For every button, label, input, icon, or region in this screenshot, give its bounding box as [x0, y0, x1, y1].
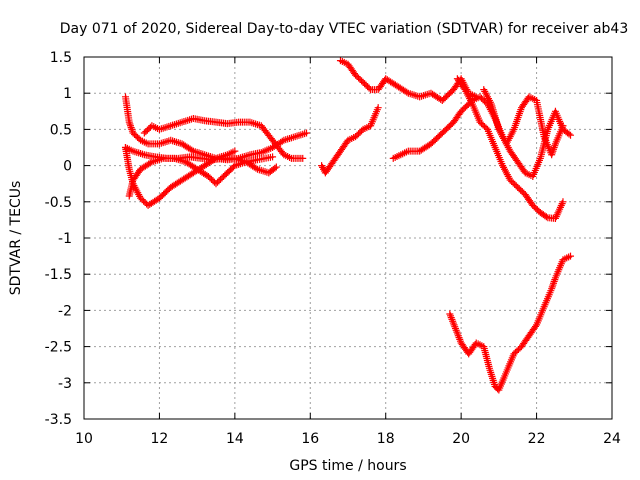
data-series — [121, 57, 575, 394]
y-tick-label: 0 — [63, 159, 72, 175]
y-tick-label: -2 — [58, 303, 72, 319]
series-arc-3 — [125, 153, 277, 200]
y-tick-label: 1.5 — [50, 50, 72, 66]
y-tick-label: -3 — [58, 376, 72, 392]
series-arc-11 — [446, 252, 575, 394]
data-point — [269, 153, 277, 161]
data-point — [567, 131, 575, 139]
x-tick-label: 20 — [452, 431, 470, 447]
y-axis-title: SDTVAR / TECUs — [8, 181, 24, 296]
series-arc-9 — [453, 75, 567, 222]
x-tick-label: 24 — [603, 431, 621, 447]
x-tick-label: 14 — [226, 431, 244, 447]
y-tick-label: -1 — [58, 231, 72, 247]
data-point — [271, 164, 279, 172]
series-arc-10 — [480, 86, 567, 159]
y-tick-label: 1 — [63, 86, 72, 102]
grid-lines — [84, 57, 612, 419]
data-point — [559, 198, 567, 206]
data-point — [559, 122, 567, 130]
data-point — [531, 322, 539, 330]
data-point — [231, 147, 239, 155]
x-tick-label: 10 — [75, 431, 93, 447]
y-tick-labels: -3.5 -3 -2.5 -2 -1.5 -1 -0.5 0 0.5 1 1.5 — [45, 50, 72, 428]
y-tick-label: -1.5 — [45, 267, 72, 283]
data-point — [374, 104, 382, 112]
x-tick-labels: 10 12 14 16 18 20 22 24 — [75, 431, 621, 447]
plot-frame — [83, 56, 613, 420]
x-tick-label: 12 — [151, 431, 169, 447]
y-tick-label: -0.5 — [45, 195, 72, 211]
x-tick-label: 18 — [377, 431, 395, 447]
x-tick-label: 16 — [301, 431, 319, 447]
series-arc-4 — [140, 115, 307, 162]
series-arc-6 — [318, 104, 382, 177]
axis-ticks — [83, 56, 613, 420]
data-point — [567, 252, 575, 260]
chart-title: Day 071 of 2020, Sidereal Day-to-day VTE… — [60, 21, 629, 37]
data-point — [303, 129, 311, 137]
data-point — [278, 137, 286, 145]
data-point — [252, 164, 260, 172]
data-point — [299, 154, 307, 162]
data-point — [272, 163, 280, 171]
y-tick-label: 0.5 — [50, 122, 72, 138]
y-tick-label: -3.5 — [45, 412, 72, 428]
x-axis-title: GPS time / hours — [289, 458, 406, 474]
data-point — [565, 130, 573, 138]
data-point — [146, 159, 154, 167]
data-point — [542, 213, 550, 221]
data-point — [365, 84, 373, 92]
data-point — [403, 88, 411, 96]
series-arc-5 — [121, 144, 280, 177]
data-point — [188, 146, 196, 154]
y-tick-label: -2.5 — [45, 340, 72, 356]
x-tick-label: 22 — [528, 431, 546, 447]
